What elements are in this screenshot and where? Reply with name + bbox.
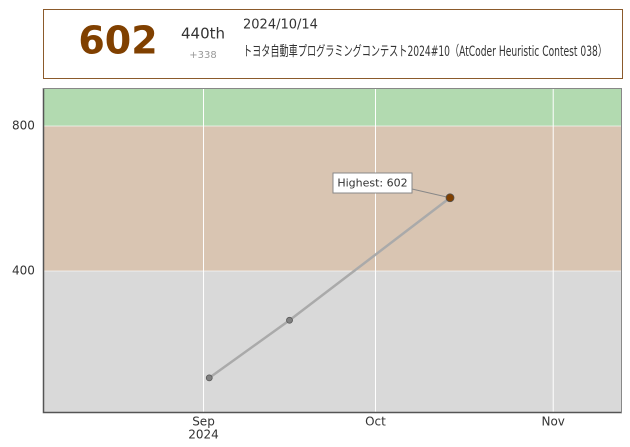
- x-year-label: 2024: [188, 428, 219, 442]
- x-tick-label: Sep: [192, 415, 215, 429]
- rating-point: [205, 374, 213, 382]
- axis-line: [42, 88, 622, 414]
- rating-point: [286, 316, 293, 324]
- x-tick-label: Nov: [541, 415, 564, 429]
- rank: 440th: [181, 25, 225, 43]
- rating-band: [43, 88, 622, 127]
- contest-date: 2024/10/14: [243, 18, 318, 33]
- bands: [43, 88, 622, 413]
- y-tick-label: 400: [12, 263, 35, 277]
- rating-change: +338: [189, 50, 216, 61]
- rating: 602: [78, 19, 157, 63]
- annotation-box: [332, 172, 413, 194]
- x-tick-label: Oct: [365, 415, 386, 429]
- rating-band: [43, 126, 622, 271]
- y-tick-label: 800: [12, 119, 35, 133]
- header-box: [43, 9, 623, 79]
- annotation: Highest: 602: [337, 177, 407, 190]
- annotation-leader: [411, 188, 451, 199]
- rating-point: [445, 193, 455, 203]
- rating-band: [43, 270, 622, 413]
- contest-name: トヨタ自動車プログラミングコンテスト2024#10（AtCoder Heuris…: [243, 43, 607, 60]
